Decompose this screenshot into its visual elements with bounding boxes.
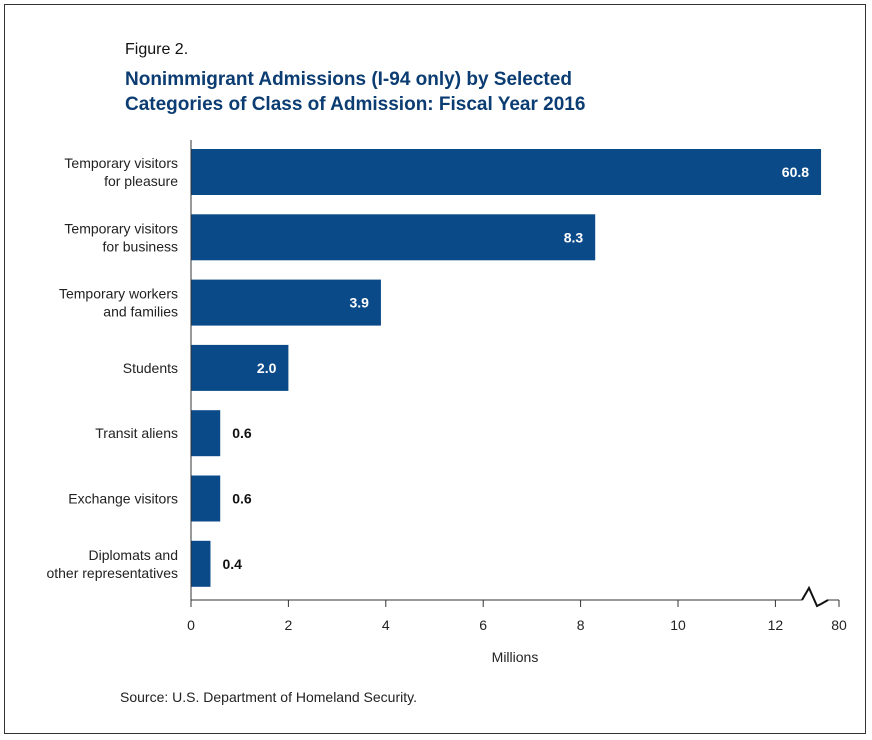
category-label: Temporary workers [59, 286, 178, 302]
x-tick-label: 12 [768, 617, 784, 633]
x-tick-label: 0 [187, 617, 195, 633]
chart-title-line-1: Nonimmigrant Admissions (I-94 only) by S… [125, 69, 572, 90]
bar [191, 279, 381, 326]
bar-value-label: 0.6 [232, 425, 252, 441]
category-label: Temporary visitors [64, 155, 178, 171]
x-tick-label: 10 [670, 617, 686, 633]
bar [191, 149, 822, 195]
category-label: for business [103, 238, 178, 254]
figure-label: Figure 2. [125, 41, 189, 58]
chart-title-line-2: Categories of Class of Admission: Fiscal… [125, 94, 586, 115]
category-label: for pleasure [104, 173, 178, 189]
source-note: Source: U.S. Department of Homeland Secu… [120, 689, 417, 705]
bar-value-label: 0.6 [232, 491, 252, 507]
bar-value-label: 8.3 [564, 229, 584, 245]
category-label: Temporary visitors [64, 220, 178, 236]
bar [191, 214, 596, 261]
category-label: Transit aliens [95, 425, 178, 441]
bar-value-label: 3.9 [349, 295, 369, 311]
axis-break-marker [801, 585, 829, 608]
category-label: and families [103, 304, 178, 320]
bar [191, 410, 221, 457]
x-tick-label: 8 [577, 617, 585, 633]
chart-title: Nonimmigrant Admissions (I-94 only) by S… [125, 67, 765, 117]
bar [191, 540, 211, 587]
bar [191, 475, 221, 522]
bar-value-label: 0.4 [222, 556, 242, 572]
bar-value-label: 60.8 [782, 164, 809, 180]
x-tick-label: 6 [479, 617, 487, 633]
figure-frame: Figure 2. Nonimmigrant Admissions (I-94 … [4, 4, 866, 734]
category-label: Exchange visitors [68, 491, 178, 507]
x-tick-label: 4 [382, 617, 390, 633]
category-label: Diplomats and [89, 547, 179, 563]
x-axis-title: Millions [492, 649, 539, 665]
x-tick-label: 80 [831, 617, 847, 633]
bar [191, 344, 289, 391]
bar-value-label: 2.0 [257, 360, 277, 376]
category-label: other representatives [46, 565, 178, 581]
x-tick-label: 2 [285, 617, 293, 633]
category-label: Students [123, 360, 178, 376]
